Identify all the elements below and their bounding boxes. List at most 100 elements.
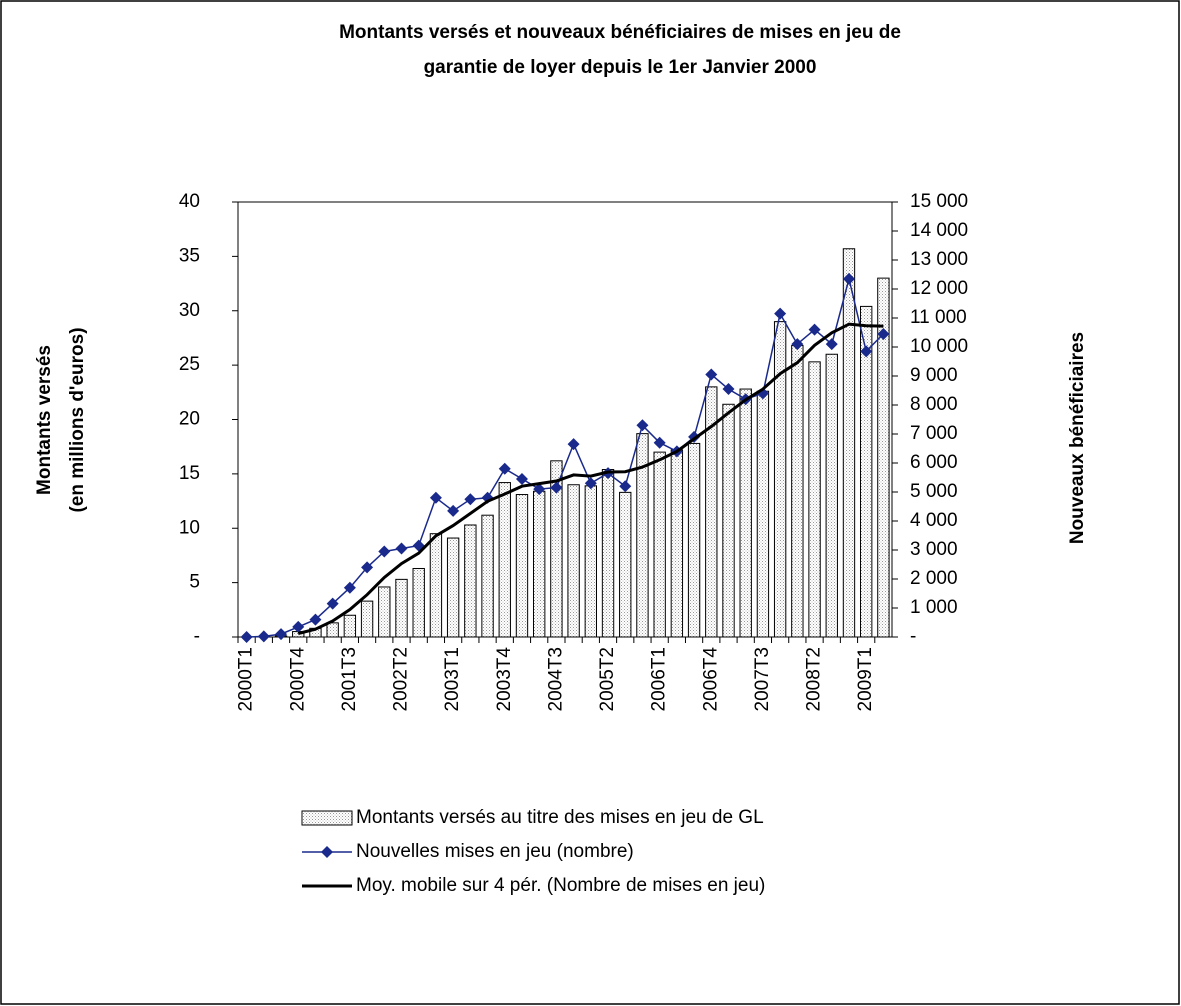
marker	[498, 462, 511, 475]
bar	[412, 567, 425, 638]
marker	[447, 504, 460, 517]
marker	[361, 561, 374, 574]
bar	[550, 460, 563, 638]
legend-label: Montants versés au titre des mises en je…	[356, 807, 764, 828]
bar	[395, 578, 408, 638]
marker	[653, 436, 666, 449]
y2-tick-label: 14 000	[910, 220, 968, 241]
bar	[360, 600, 374, 638]
legend-swatch	[321, 846, 333, 858]
chart-title: garantie de loyer depuis le 1er Janvier …	[424, 57, 817, 78]
marker	[292, 620, 305, 633]
legend-label: Moy. mobile sur 4 pér. (Nombre de mises …	[356, 875, 765, 896]
x-tick-label: 2006T4	[700, 647, 721, 712]
bar	[515, 494, 529, 638]
line	[246, 278, 884, 638]
y-tick-label: 5	[189, 572, 200, 593]
y-axis-title: Montants versés	[34, 345, 55, 495]
bar	[343, 614, 357, 638]
marker	[860, 345, 873, 358]
bar	[429, 533, 443, 638]
y2-axis-title: Nouveaux bénéficiaires	[1067, 332, 1088, 544]
y2-tick-label: 11 000	[910, 307, 967, 328]
x-tick-label: 2008T2	[804, 647, 825, 711]
x-tick-label: 2004T3	[545, 647, 566, 711]
x-tick-label: 2000T4	[287, 647, 308, 712]
bar	[481, 514, 494, 638]
bar	[739, 388, 752, 638]
bar	[464, 524, 477, 638]
bar	[498, 482, 511, 638]
marker	[877, 327, 890, 340]
bar	[808, 361, 821, 638]
bar	[619, 491, 632, 638]
y2-tick-label: 3 000	[910, 539, 958, 560]
marker	[705, 368, 718, 381]
bar	[842, 248, 856, 638]
y-tick-label: 10	[179, 517, 200, 538]
y2-tick-label: 8 000	[910, 394, 958, 415]
bar	[670, 449, 684, 638]
y-axis-title: (en millions d'euros)	[67, 327, 88, 512]
bar	[567, 484, 580, 638]
bar	[378, 586, 391, 638]
y2-tick-label: 1 000	[910, 597, 958, 618]
marker	[378, 545, 391, 558]
marker	[309, 613, 322, 626]
marker	[584, 477, 597, 490]
marker	[464, 493, 477, 506]
x-tick-label: 2000T1	[236, 647, 257, 711]
y2-tick-label: 9 000	[910, 365, 958, 386]
marker	[326, 597, 339, 610]
marker	[567, 438, 580, 451]
y2-tick-label: 2 000	[910, 568, 958, 589]
marker	[550, 481, 563, 494]
y2-tick-label: 10 000	[910, 336, 968, 357]
y2-tick-label: 13 000	[910, 249, 968, 270]
x-tick-label: 2003T4	[494, 647, 515, 712]
x-tick-label: 2002T2	[391, 647, 412, 711]
bar	[584, 485, 597, 638]
marker	[533, 483, 546, 496]
bar	[791, 345, 804, 638]
bar	[533, 490, 546, 638]
x-tick-label: 2001T3	[339, 647, 360, 711]
y2-tick-label: 4 000	[910, 510, 958, 531]
marker	[240, 631, 253, 643]
marker	[825, 338, 838, 351]
y2-tick-label: 5 000	[910, 481, 958, 502]
legend-label: Nouvelles mises en jeu (nombre)	[356, 841, 634, 862]
marker	[275, 628, 288, 641]
bar	[705, 386, 718, 638]
chart-title: Montants versés et nouveaux bénéficiaire…	[339, 22, 901, 43]
y-tick-label: 30	[179, 300, 200, 321]
marker	[636, 419, 649, 432]
y2-tick-label: 7 000	[910, 423, 958, 444]
bar	[773, 321, 787, 638]
x-tick-label: 2009T1	[855, 647, 876, 711]
y2-tick-label: 6 000	[910, 452, 958, 473]
x-tick-label: 2006T1	[649, 647, 670, 711]
marker	[515, 472, 528, 485]
marker	[842, 272, 855, 285]
x-tick-label: 2003T1	[442, 647, 463, 711]
y-tick-label: 20	[179, 409, 200, 430]
marker	[791, 338, 804, 351]
bar	[722, 403, 735, 638]
y-tick-label: 25	[179, 354, 200, 375]
y2-tick-label: 15 000	[910, 191, 968, 212]
marker	[722, 383, 735, 396]
y-tick-label: -	[194, 626, 200, 647]
bar	[756, 390, 770, 638]
x-tick-label: 2007T3	[752, 647, 773, 711]
bar	[446, 537, 460, 638]
x-tick-label: 2005T2	[597, 647, 618, 711]
y2-tick-label: -	[910, 626, 916, 647]
y-tick-label: 15	[179, 463, 200, 484]
marker	[257, 630, 270, 643]
y2-tick-label: 12 000	[910, 278, 968, 299]
bar	[825, 353, 838, 638]
bar	[877, 277, 890, 638]
legend-swatch	[301, 810, 353, 826]
